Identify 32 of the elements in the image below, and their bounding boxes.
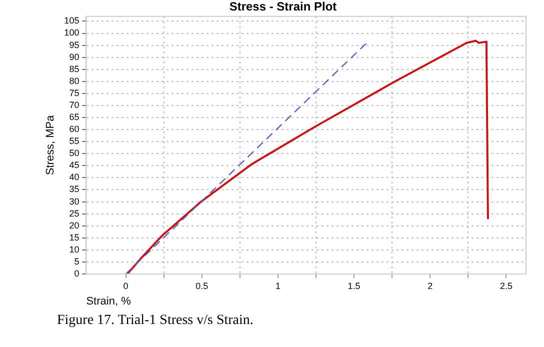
y-tick-label: 25 [69, 208, 80, 218]
y-axis-title: Stress, MPa [44, 114, 57, 176]
y-tick-label: 85 [69, 64, 80, 74]
x-tick-label: 0.5 [196, 280, 208, 291]
y-tick-label: 60 [69, 124, 80, 134]
x-tick-label: 1.5 [348, 280, 360, 291]
y-tick-label: 90 [69, 52, 80, 62]
y-tick-label: 105 [64, 16, 80, 26]
y-tick-label: 0 [74, 268, 80, 278]
y-tick-label: 55 [69, 136, 80, 146]
y-tick-label: 65 [69, 112, 80, 122]
x-tick-label: 1 [275, 280, 280, 291]
x-tick-label: 0 [123, 280, 128, 291]
caption: Figure 17. Trial-1 Stress v/s Strain. [57, 313, 254, 329]
y-tick-label: 70 [69, 100, 80, 110]
y-tick-label: 45 [69, 160, 80, 170]
y-tick-label: 10 [69, 244, 80, 254]
y-tick-label: 40 [69, 172, 80, 182]
x-axis-title: Strain, % [86, 295, 132, 308]
y-tick-label: 80 [69, 76, 80, 86]
y-tick-label: 75 [69, 88, 80, 98]
y-tick-label: 5 [74, 256, 80, 266]
y-tick-label: 30 [69, 196, 80, 206]
chart-title: Stress - Strain Plot [229, 0, 337, 14]
y-tick-label: 95 [69, 40, 80, 50]
x-tick-label: 2 [428, 280, 433, 291]
y-tick-label: 50 [69, 148, 80, 158]
x-tick-label: 2.5 [500, 280, 512, 291]
y-tick-label: 15 [69, 232, 80, 242]
y-tick-label: 35 [69, 184, 80, 194]
y-tick-label: 100 [64, 28, 80, 38]
y-tick-label: 20 [69, 220, 80, 230]
